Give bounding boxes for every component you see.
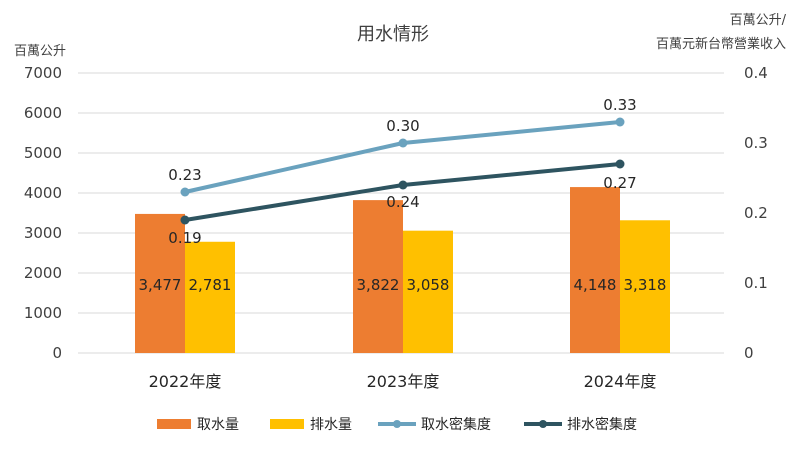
bar bbox=[353, 200, 403, 353]
line-value-label: 0.19 bbox=[168, 229, 201, 247]
legend-label: 排水量 bbox=[310, 417, 352, 433]
category-label: 2024年度 bbox=[584, 372, 657, 391]
legend: 取水量 排水量 取水密集度 排水密集度 bbox=[157, 416, 637, 433]
right-tick-label: 0.3 bbox=[744, 134, 768, 152]
left-tick-label: 0 bbox=[52, 344, 62, 362]
legend-swatch-marker bbox=[539, 420, 547, 428]
legend-swatch-marker bbox=[393, 420, 401, 428]
legend-label: 取水密集度 bbox=[421, 416, 491, 433]
line-point bbox=[180, 187, 190, 197]
right-axis-unit-line2: 百萬元新台幣營業收入 bbox=[656, 36, 786, 52]
bar bbox=[570, 187, 620, 353]
right-axis-unit-line1: 百萬公升/ bbox=[730, 13, 787, 28]
legend-label: 取水量 bbox=[197, 417, 239, 433]
line-point bbox=[398, 138, 408, 148]
bars bbox=[135, 187, 670, 353]
bar-value-label: 3,477 bbox=[139, 276, 182, 294]
left-tick-label: 5000 bbox=[24, 144, 62, 162]
left-tick-label: 6000 bbox=[24, 104, 62, 122]
legend-swatch bbox=[270, 419, 304, 429]
left-tick-label: 7000 bbox=[24, 64, 62, 82]
bar-value-label: 3,822 bbox=[357, 276, 400, 294]
left-tick-label: 4000 bbox=[24, 184, 62, 202]
right-tick-label: 0.2 bbox=[744, 204, 768, 222]
right-tick-label: 0.1 bbox=[744, 274, 768, 292]
bar bbox=[403, 230, 453, 353]
bar bbox=[185, 241, 235, 353]
bar-value-label: 4,148 bbox=[574, 276, 617, 294]
left-tick-label: 3000 bbox=[24, 224, 62, 242]
line-point bbox=[615, 159, 625, 169]
right-tick-label: 0 bbox=[744, 344, 754, 362]
left-tick-label: 2000 bbox=[24, 264, 62, 282]
bar bbox=[620, 220, 670, 353]
legend-label: 排水密集度 bbox=[567, 416, 637, 433]
axes: 0100020003000400050006000700000.10.20.30… bbox=[24, 64, 768, 391]
line-point bbox=[180, 215, 190, 225]
line-point bbox=[398, 180, 408, 190]
line-value-label: 0.24 bbox=[386, 193, 419, 211]
chart-title: 用水情形 bbox=[357, 24, 429, 45]
data-labels: 3,477 3,822 4,148 2,781 3,058 3,318 0.23 0.30 0.… bbox=[139, 96, 667, 294]
lines bbox=[180, 117, 625, 225]
bar-value-label: 2,781 bbox=[189, 276, 232, 294]
line-value-label: 0.33 bbox=[603, 96, 636, 114]
line-value-label: 0.23 bbox=[168, 166, 201, 184]
line-value-label: 0.30 bbox=[386, 117, 419, 135]
bar-value-label: 3,058 bbox=[407, 276, 450, 294]
category-label: 2022年度 bbox=[149, 372, 222, 391]
line-value-label: 0.27 bbox=[603, 174, 636, 192]
left-axis-unit: 百萬公升 bbox=[14, 44, 66, 59]
right-tick-label: 0.4 bbox=[744, 64, 768, 82]
left-tick-label: 1000 bbox=[24, 304, 62, 322]
bar bbox=[135, 213, 185, 353]
line-point bbox=[615, 117, 625, 127]
bar-value-label: 3,318 bbox=[624, 276, 667, 294]
legend-swatch bbox=[157, 419, 191, 429]
category-label: 2023年度 bbox=[367, 372, 440, 391]
